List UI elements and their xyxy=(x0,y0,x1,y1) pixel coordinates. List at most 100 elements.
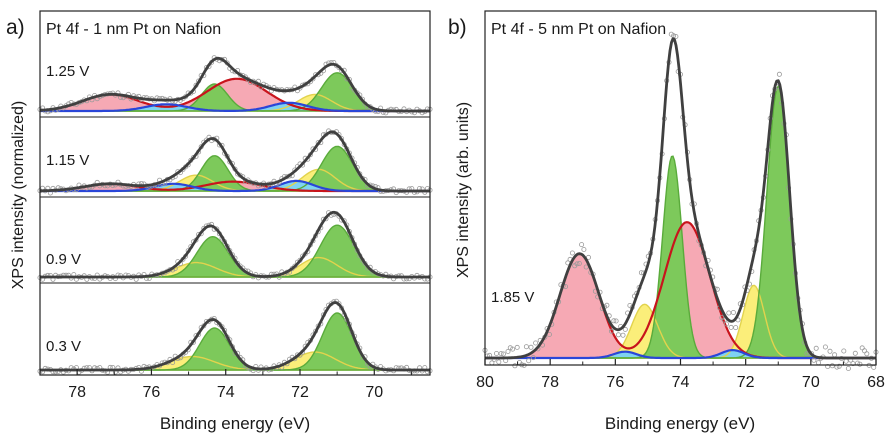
pink-component-fill xyxy=(40,94,235,111)
data-point xyxy=(498,351,504,357)
panel-b-chart: 1.85 V Pt 4f - 5 nm Pt on Nafion 80 78 76 7… xyxy=(455,10,885,433)
data-point xyxy=(530,355,536,361)
x-tick-label: 76 xyxy=(143,384,161,401)
data-point xyxy=(728,324,734,330)
data-point xyxy=(730,309,736,315)
panel-b-x-axis: 80 78 76 74 72 70 68 xyxy=(476,359,885,391)
green-component-fill xyxy=(157,84,273,111)
data-point xyxy=(845,365,851,371)
panel-a-ylabel: XPS intensity (normalized) xyxy=(10,101,27,290)
pink-component-fill xyxy=(40,183,228,191)
panel-b-letter: b) xyxy=(448,16,467,39)
data-point xyxy=(611,318,617,324)
data-point xyxy=(864,351,870,357)
data-point xyxy=(721,317,727,323)
data-point xyxy=(850,361,856,367)
spectrum-label: 1.25 V xyxy=(46,63,89,80)
x-tick-label: 74 xyxy=(672,374,690,391)
pink-component-fill xyxy=(104,78,370,111)
panel-a-title: Pt 4f - 1 nm Pt on Nafion xyxy=(46,21,221,38)
green-component-fill xyxy=(262,225,412,277)
data-point xyxy=(613,318,619,324)
x-tick-label: 78 xyxy=(541,374,559,391)
envelope-fit-line xyxy=(40,130,430,193)
data-point xyxy=(811,357,817,363)
yellow-component-fill xyxy=(706,285,801,358)
data-point xyxy=(500,351,506,357)
data-point xyxy=(574,261,580,267)
data-point xyxy=(528,344,534,350)
envelope-fit-line xyxy=(485,37,876,360)
panel-b-title: Pt 4f - 5 nm Pt on Nafion xyxy=(491,21,666,38)
panel-b-ylabel: XPS intensity (arb. units) xyxy=(455,102,472,278)
data-point xyxy=(581,246,587,252)
data-point xyxy=(859,345,865,351)
data-point xyxy=(776,71,782,77)
spectrum-3: 0.3 V xyxy=(37,298,433,375)
green-component-fill xyxy=(271,313,403,370)
panel-b-plot-area: 1.85 V xyxy=(482,31,879,371)
panel-b-xlabel: Binding energy (eV) xyxy=(605,414,755,433)
green-component-fill xyxy=(155,155,274,191)
data-point xyxy=(526,358,532,364)
blue-component-fill xyxy=(682,350,783,358)
data-point xyxy=(827,348,833,354)
panel-a-x-axis: 78 76 74 72 70 xyxy=(39,369,412,401)
data-point xyxy=(496,359,502,365)
spectrum-0: 1.25 V xyxy=(37,55,433,116)
data-point xyxy=(673,34,679,40)
data-point xyxy=(604,302,610,308)
spectrum-1: 1.15 V xyxy=(37,128,433,196)
data-point xyxy=(832,352,838,358)
blue-component-fill xyxy=(206,102,372,111)
blue-doublet-line xyxy=(40,101,430,113)
panel-a-chart: 1.25 V 1.15 V 0.9 V 0.3 V Pt 4f - 1 nm Pt o… xyxy=(10,10,433,433)
data-point xyxy=(512,363,518,369)
x-tick-label: 68 xyxy=(867,374,885,391)
envelope-fit-line xyxy=(40,210,430,279)
data-point xyxy=(857,361,863,367)
data-point xyxy=(638,270,644,276)
x-tick-label: 70 xyxy=(802,374,820,391)
data-point xyxy=(505,348,511,354)
data-point xyxy=(822,344,828,350)
spectrum-0: 1.85 V xyxy=(482,31,879,371)
data-point xyxy=(724,321,730,327)
green-component-fill xyxy=(148,328,280,370)
data-point xyxy=(871,364,877,370)
data-point xyxy=(841,348,847,354)
data-point xyxy=(726,310,732,316)
panel-a-frame xyxy=(39,10,431,376)
data-point xyxy=(813,345,819,351)
spectrum-label: 0.9 V xyxy=(46,251,81,268)
spectrum-label: 1.15 V xyxy=(46,152,89,169)
spectrum-label: 1.85 V xyxy=(491,289,534,306)
panel-a-plot-area: 1.25 V 1.15 V 0.9 V 0.3 V xyxy=(37,55,433,375)
x-tick-label: 72 xyxy=(737,374,755,391)
panel-a-xlabel: Binding energy (eV) xyxy=(160,414,310,433)
x-tick-label: 80 xyxy=(476,374,494,391)
data-point xyxy=(493,350,499,356)
green-component-fill xyxy=(143,236,282,277)
blue-doublet-line xyxy=(485,349,876,360)
x-tick-label: 72 xyxy=(291,384,309,401)
data-point xyxy=(514,344,520,350)
panel-a-letter: a) xyxy=(6,16,25,39)
blue-component-fill xyxy=(221,180,372,191)
green-component-fill xyxy=(727,86,830,358)
data-point xyxy=(569,250,575,256)
data-point xyxy=(576,260,582,266)
blue-component-fill xyxy=(575,351,676,358)
data-point xyxy=(843,358,849,364)
data-point xyxy=(579,242,585,248)
data-point xyxy=(510,346,516,352)
green-component-fill xyxy=(268,72,406,111)
blue-doublet-line xyxy=(40,179,430,193)
data-point xyxy=(836,363,842,369)
data-point xyxy=(533,340,539,346)
x-tick-label: 78 xyxy=(68,384,86,401)
data-point xyxy=(622,326,628,332)
spectrum-label: 0.3 V xyxy=(46,338,81,355)
x-tick-label: 76 xyxy=(606,374,624,391)
